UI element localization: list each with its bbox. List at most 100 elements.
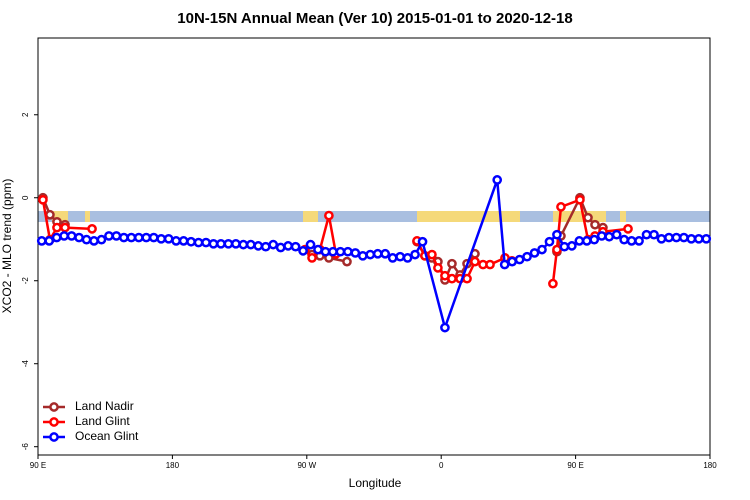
point bbox=[350, 248, 361, 258]
point bbox=[574, 236, 585, 246]
point bbox=[298, 246, 308, 256]
point bbox=[283, 241, 293, 251]
point bbox=[52, 222, 62, 233]
point bbox=[111, 231, 122, 241]
point bbox=[81, 234, 92, 245]
point bbox=[216, 238, 226, 249]
point bbox=[626, 236, 637, 246]
point bbox=[440, 322, 450, 333]
point bbox=[575, 194, 585, 205]
point bbox=[119, 232, 129, 243]
x-tick-label: 180 bbox=[166, 461, 180, 470]
land-strip bbox=[52, 211, 68, 222]
point bbox=[656, 233, 667, 244]
legend-marker bbox=[49, 417, 59, 427]
point bbox=[335, 246, 346, 257]
point bbox=[268, 239, 279, 250]
point bbox=[357, 250, 368, 261]
point bbox=[507, 256, 517, 267]
point bbox=[38, 194, 48, 205]
x-tick-label: 90 E bbox=[567, 461, 583, 470]
y-axis-label: XCO2 - MLO trend (ppm) bbox=[0, 179, 14, 314]
point bbox=[208, 238, 219, 249]
map-strip bbox=[38, 211, 710, 222]
y-tick-label: -4 bbox=[21, 360, 30, 368]
point bbox=[275, 242, 286, 253]
point bbox=[514, 254, 525, 265]
point bbox=[611, 229, 622, 240]
point bbox=[529, 248, 540, 258]
land-strip bbox=[85, 211, 90, 222]
point bbox=[87, 224, 97, 234]
point bbox=[581, 236, 592, 246]
legend-marker bbox=[49, 402, 59, 412]
point bbox=[342, 256, 352, 267]
point bbox=[307, 253, 317, 263]
point bbox=[634, 236, 644, 246]
land-strip bbox=[620, 211, 626, 222]
point bbox=[671, 232, 682, 243]
ocean-strip bbox=[38, 211, 710, 222]
y-tick-label: 2 bbox=[21, 112, 30, 117]
point bbox=[641, 229, 652, 240]
point bbox=[171, 236, 181, 246]
point bbox=[537, 244, 547, 255]
point bbox=[372, 248, 383, 259]
point bbox=[589, 234, 600, 245]
point bbox=[447, 258, 457, 269]
point bbox=[604, 231, 615, 242]
point bbox=[324, 210, 334, 221]
land-strip bbox=[303, 211, 318, 222]
point bbox=[253, 241, 264, 251]
point bbox=[89, 236, 99, 246]
point bbox=[126, 232, 137, 243]
point bbox=[96, 234, 107, 245]
point bbox=[156, 233, 167, 244]
x-tick-label: 90 W bbox=[297, 461, 316, 470]
point bbox=[343, 246, 353, 257]
point bbox=[193, 237, 204, 248]
x-tick-label: 90 E bbox=[30, 461, 46, 470]
point bbox=[433, 263, 443, 273]
point bbox=[36, 236, 47, 246]
point bbox=[470, 256, 480, 267]
x-axis-label: Longitude bbox=[349, 476, 402, 490]
point bbox=[141, 232, 152, 243]
point bbox=[60, 222, 70, 233]
point bbox=[427, 249, 437, 260]
point bbox=[365, 249, 376, 260]
legend-marker bbox=[49, 432, 59, 442]
legend-label: Land Nadir bbox=[75, 399, 134, 413]
point bbox=[567, 241, 577, 251]
point bbox=[544, 236, 555, 247]
point bbox=[238, 239, 249, 250]
point bbox=[559, 241, 570, 252]
x-tick-label: 180 bbox=[703, 461, 717, 470]
point bbox=[649, 229, 659, 240]
point bbox=[619, 234, 629, 245]
point bbox=[305, 239, 316, 250]
point bbox=[66, 231, 77, 241]
point bbox=[380, 248, 391, 259]
point bbox=[163, 233, 174, 244]
series bbox=[38, 194, 633, 289]
point bbox=[462, 273, 472, 284]
point bbox=[552, 244, 562, 255]
point bbox=[679, 232, 689, 243]
series bbox=[36, 175, 712, 333]
legend-label: Land Glint bbox=[75, 414, 130, 428]
y-tick-label: 0 bbox=[21, 195, 30, 200]
point bbox=[201, 237, 211, 248]
point bbox=[686, 233, 697, 244]
point bbox=[410, 249, 420, 260]
point bbox=[701, 233, 712, 244]
land-strip bbox=[553, 211, 606, 222]
point bbox=[44, 236, 55, 246]
point bbox=[133, 232, 144, 243]
point bbox=[395, 251, 405, 262]
point bbox=[51, 232, 62, 243]
point bbox=[260, 241, 271, 252]
point bbox=[492, 175, 503, 185]
